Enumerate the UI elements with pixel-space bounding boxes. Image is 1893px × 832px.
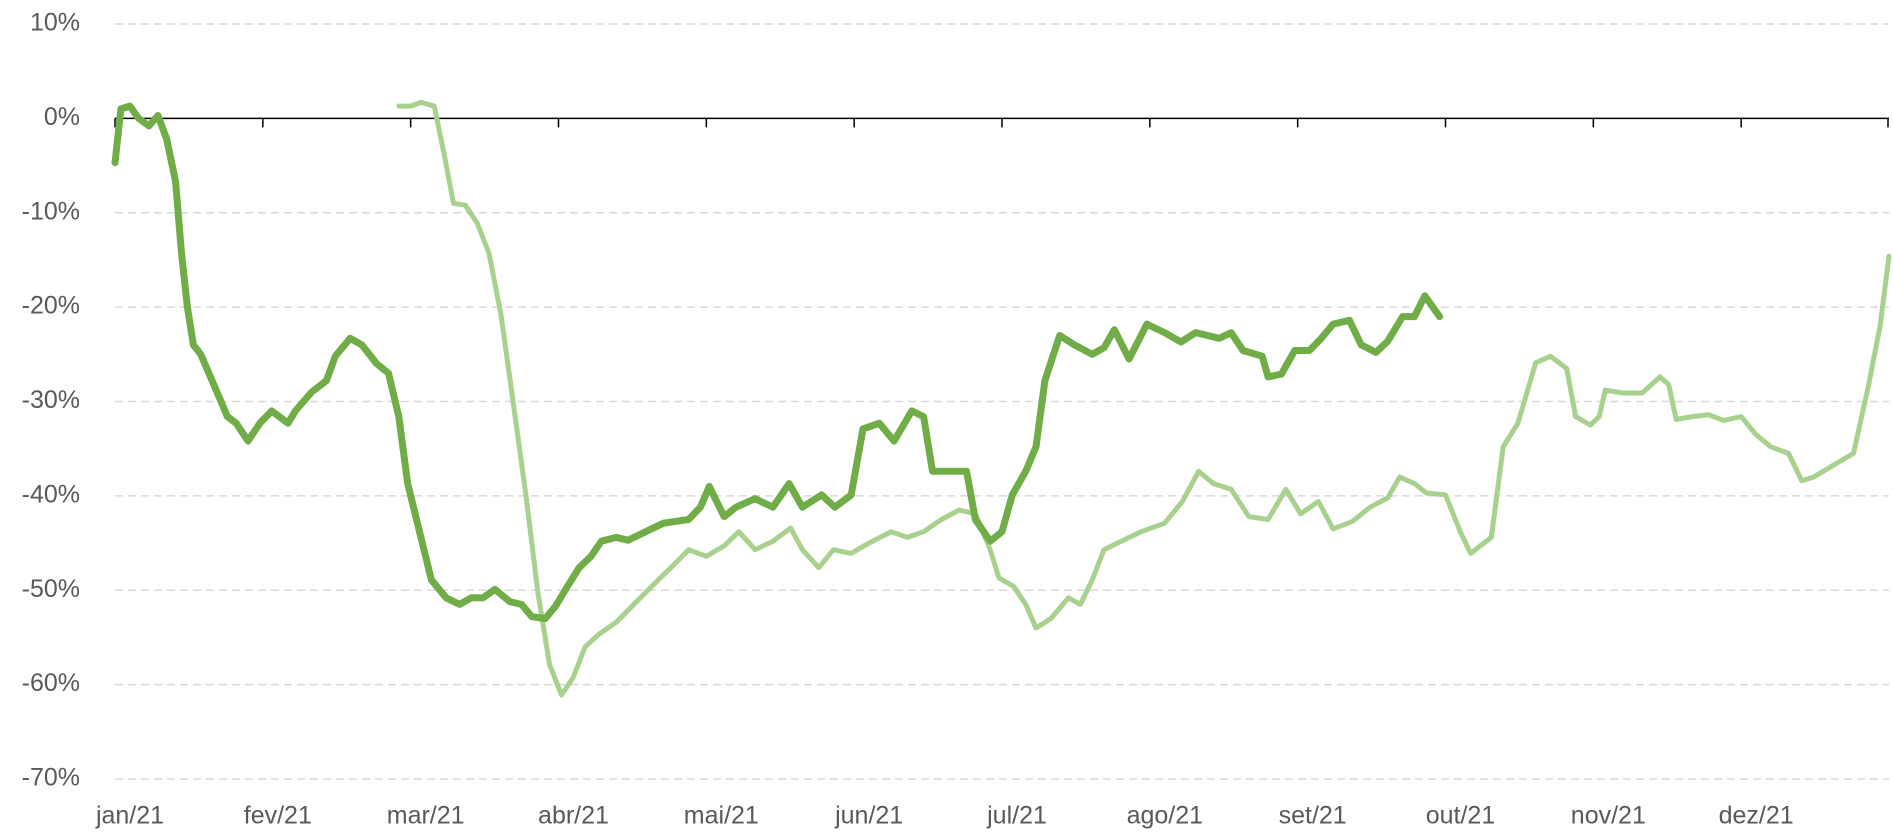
line: [396, 99, 1892, 698]
y-tick-label: -40%: [22, 480, 80, 508]
y-tick-label: -30%: [22, 386, 80, 414]
x-tick-label: mai/21: [684, 802, 759, 830]
x-tick-label: abr/21: [538, 802, 609, 830]
x-tick-label: nov/21: [1571, 802, 1646, 830]
x-tick-label: set/21: [1279, 802, 1347, 830]
x-tick-label: ago/21: [1127, 802, 1203, 830]
y-tick-label: -10%: [22, 197, 80, 225]
y-tick-label: -60%: [22, 669, 80, 697]
y-tick-label: -20%: [22, 292, 80, 320]
line: [111, 102, 1444, 623]
x-tick-label: mar/21: [387, 802, 465, 830]
y-tick-label: 10%: [30, 9, 80, 37]
x-tick-label: out/21: [1426, 802, 1496, 830]
x-tick-label: dez/21: [1719, 802, 1794, 830]
y-tick-label: 0%: [44, 103, 80, 131]
x-tick-label: jul/21: [986, 802, 1047, 830]
y-tick-label: -70%: [22, 764, 80, 792]
x-tick-label: jun/21: [834, 802, 903, 830]
x-tick-label: jan/21: [95, 802, 164, 830]
y-tick-label: -50%: [22, 575, 80, 603]
x-tick-label: fev/21: [244, 802, 312, 830]
